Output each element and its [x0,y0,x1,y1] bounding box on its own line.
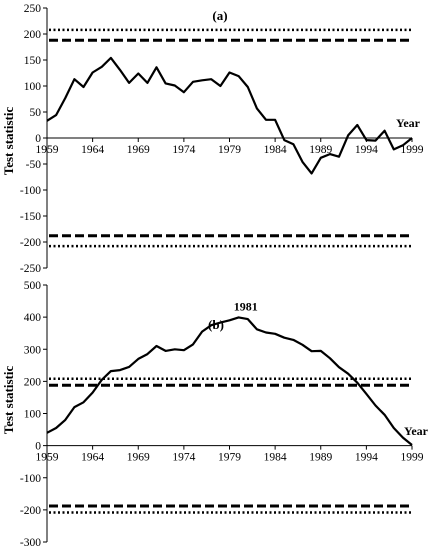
panel-a: (a) Test statistic Year 250 200 150 100 50 0 -… [1,3,424,275]
x-tick-label: 1969 [127,452,150,464]
panel-b: (b) Test statistic Year 5004003002001000… [1,280,429,549]
y-tick-label: 500 [24,280,42,292]
y-tick-label: -250 [20,263,41,275]
x-tick-label: 1959 [36,452,59,464]
y-tick-label: 100 [24,409,42,421]
x-tick-label: 1964 [81,452,104,464]
y-tick-label: 200 [24,376,42,388]
y-tick-label: 0 [35,133,41,145]
y-tick-label: -200 [20,505,41,517]
x-tick-label: 1959 [36,144,59,156]
y-tick-label: -100 [20,473,41,485]
x-tick-label: 1979 [218,452,241,464]
panel-title: (a) [212,8,227,23]
x-tick-label: 1989 [309,452,332,464]
y-tick-label: 200 [24,29,42,41]
x-axis-label: Year [396,116,421,130]
x-tick-label: 1994 [355,452,378,464]
x-tick-label: 1974 [172,144,195,156]
y-tick-label: 300 [24,344,42,356]
x-tick-label: 1984 [264,452,287,464]
x-tick-label: 1999 [401,452,424,464]
y-tick-label: -50 [26,159,42,171]
y-tick-label: -100 [20,185,41,197]
x-tick-label: 1989 [309,144,332,156]
y-tick-label: -300 [20,537,41,549]
series-line [46,56,413,175]
y-axis-label: Test statistic [1,366,16,435]
y-tick-label: 400 [24,312,42,324]
series-line [46,316,413,446]
y-tick-label: 250 [24,3,42,15]
x-tick-label: 1994 [355,144,378,156]
x-tick-label: 1974 [172,452,195,464]
x-tick-label: 1979 [218,144,241,156]
y-axis-label: Test statistic [1,107,16,176]
y-tick-label: 150 [24,55,42,67]
x-tick-label: 1984 [264,144,287,156]
y-tick-label: -150 [20,211,41,223]
x-tick-label: 1969 [127,144,150,156]
peak-annotation: 1981 [234,299,258,313]
x-tick-label: 1999 [401,144,424,156]
x-axis-label: Year [404,424,429,438]
y-tick-label: 0 [35,441,41,453]
x-tick-label: 1964 [81,144,104,156]
y-tick-label: -200 [20,237,41,249]
y-tick-label: 50 [30,107,42,119]
y-tick-label: 100 [24,81,42,93]
